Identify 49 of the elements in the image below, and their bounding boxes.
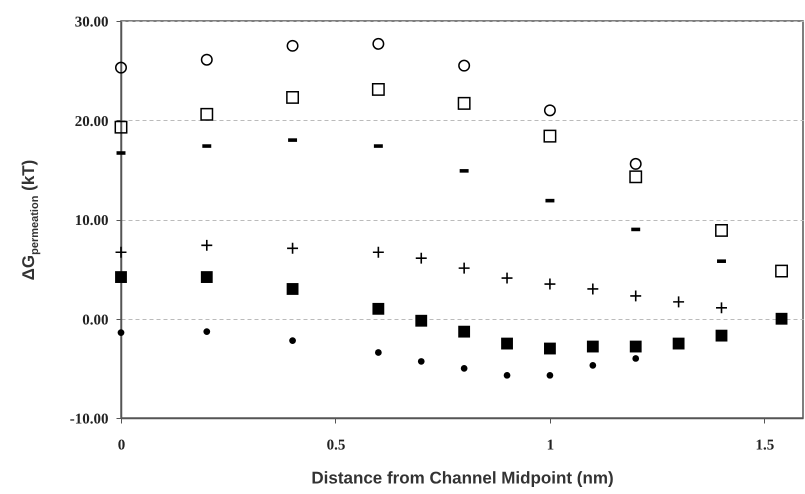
y-tick-label: -10.00 bbox=[70, 412, 108, 428]
point bbox=[632, 355, 640, 362]
point bbox=[775, 264, 788, 278]
y-tick-label: 20.00 bbox=[74, 114, 108, 130]
point bbox=[546, 372, 554, 379]
point bbox=[544, 104, 556, 116]
point bbox=[458, 96, 471, 110]
point bbox=[286, 40, 299, 52]
point bbox=[715, 224, 728, 237]
x-tick-label: 1.5 bbox=[756, 438, 774, 454]
point bbox=[118, 329, 124, 336]
point bbox=[200, 54, 213, 66]
point bbox=[458, 60, 470, 72]
point bbox=[286, 90, 300, 104]
y-tick-label: 10.00 bbox=[74, 213, 108, 229]
x-tick-label: 0.5 bbox=[326, 438, 346, 454]
point bbox=[589, 362, 596, 369]
point bbox=[586, 340, 599, 352]
x-tick-label: 1 bbox=[546, 438, 554, 454]
point bbox=[415, 314, 428, 327]
point bbox=[776, 312, 788, 325]
point bbox=[200, 108, 214, 121]
point bbox=[115, 271, 127, 283]
point bbox=[504, 372, 510, 379]
point bbox=[543, 130, 556, 143]
point bbox=[114, 120, 128, 134]
y-tick-label: 0.00 bbox=[82, 312, 108, 328]
point bbox=[630, 158, 642, 170]
point bbox=[501, 338, 513, 350]
point bbox=[372, 38, 384, 50]
x-tick-label: 0 bbox=[118, 438, 126, 454]
point bbox=[372, 83, 385, 96]
point bbox=[286, 283, 298, 295]
point bbox=[629, 170, 642, 184]
point bbox=[458, 326, 470, 338]
point bbox=[630, 340, 642, 352]
point bbox=[289, 337, 296, 344]
x-axis-title: Distance from Channel Midpoint (nm) bbox=[311, 468, 614, 488]
point bbox=[544, 342, 556, 354]
y-tick-label: 30.00 bbox=[74, 14, 108, 30]
point bbox=[418, 358, 425, 365]
point bbox=[372, 302, 384, 315]
point bbox=[375, 349, 382, 356]
point bbox=[115, 62, 127, 74]
point bbox=[672, 338, 685, 350]
point bbox=[460, 365, 468, 372]
point bbox=[716, 330, 728, 342]
point bbox=[200, 271, 213, 283]
point bbox=[203, 328, 210, 335]
